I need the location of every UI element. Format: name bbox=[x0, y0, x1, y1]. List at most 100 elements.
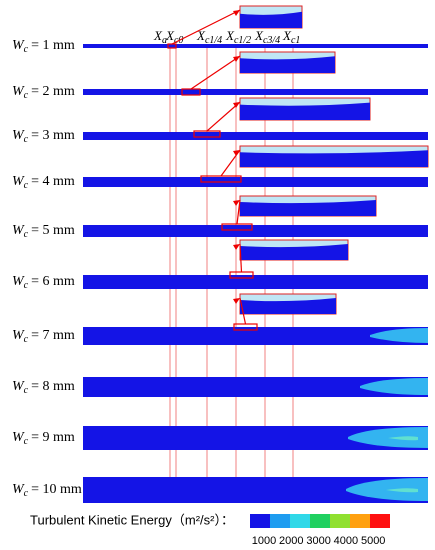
legend-tick: 1000 bbox=[252, 535, 276, 547]
symbol: W bbox=[12, 84, 25, 99]
zoom-arrow bbox=[190, 55, 241, 90]
row-label: Wc = 2 mm bbox=[12, 84, 75, 101]
symbol-sub: c bbox=[24, 436, 29, 447]
turbulence-core bbox=[386, 488, 418, 493]
row-value: = 4 mm bbox=[31, 174, 75, 189]
inset-flow bbox=[240, 150, 428, 167]
zoom-arrow bbox=[236, 199, 241, 225]
row-label: Wc = 3 mm bbox=[12, 128, 75, 145]
symbol-sub: c bbox=[24, 334, 29, 345]
channel-strip bbox=[83, 132, 428, 140]
inset-flow bbox=[240, 244, 348, 260]
legend-swatch bbox=[330, 514, 350, 528]
symbol: W bbox=[12, 379, 25, 394]
position-main: X bbox=[254, 28, 264, 43]
inset-flow bbox=[240, 11, 302, 28]
zoom-arrow bbox=[239, 243, 243, 273]
legend-tick: 5000 bbox=[361, 535, 385, 547]
position-label: Xc1/4 bbox=[196, 28, 222, 46]
symbol: W bbox=[12, 274, 25, 289]
channel-strip bbox=[83, 377, 428, 397]
arrow-head bbox=[233, 56, 240, 62]
row-value: = 10 mm bbox=[31, 482, 82, 497]
legend-swatch bbox=[350, 514, 370, 528]
row-value: = 7 mm bbox=[31, 328, 75, 343]
inset-flow bbox=[240, 298, 336, 314]
turbulence-region bbox=[370, 328, 428, 343]
legend-tick: 2000 bbox=[279, 535, 303, 547]
legend-swatch bbox=[290, 514, 310, 528]
legend-swatch bbox=[250, 514, 270, 528]
position-label: Xc1/2 bbox=[225, 28, 251, 46]
channel-strip bbox=[83, 177, 428, 187]
row-label: Wc = 1 mm bbox=[12, 38, 75, 55]
position-main: X bbox=[225, 28, 235, 43]
row-label: Wc = 9 mm bbox=[12, 430, 75, 447]
arrow-head bbox=[233, 102, 240, 108]
position-main: X bbox=[282, 28, 292, 43]
position-main: X bbox=[165, 28, 175, 43]
legend-swatch bbox=[370, 514, 390, 528]
legend-tick: 3000 bbox=[306, 535, 330, 547]
row-label: Wc = 8 mm bbox=[12, 379, 75, 396]
channel-strip bbox=[83, 89, 428, 95]
position-sub: a bbox=[162, 35, 167, 46]
legend-swatch bbox=[310, 514, 330, 528]
symbol: W bbox=[12, 430, 25, 445]
symbol: W bbox=[12, 328, 25, 343]
channel-strip bbox=[83, 44, 428, 48]
symbol: W bbox=[12, 38, 25, 53]
row-value: = 9 mm bbox=[31, 430, 75, 445]
zoom-arrow bbox=[171, 9, 241, 45]
channel-strip bbox=[83, 225, 428, 237]
row-label: Wc = 4 mm bbox=[12, 174, 75, 191]
row-label: Wc = 5 mm bbox=[12, 223, 75, 240]
channel-strip bbox=[83, 275, 428, 289]
symbol-sub: c bbox=[24, 90, 29, 101]
arrow-head bbox=[233, 244, 240, 250]
position-label: Xc3/4 bbox=[254, 28, 280, 46]
symbol-sub: c bbox=[24, 385, 29, 396]
channel-strip bbox=[83, 327, 428, 345]
position-main: X bbox=[153, 28, 163, 43]
turbulence-core bbox=[388, 436, 418, 441]
row-label: Wc = 7 mm bbox=[12, 328, 75, 345]
position-sub: c3/4 bbox=[263, 35, 280, 46]
symbol-sub: c bbox=[24, 134, 29, 145]
arrow-head bbox=[233, 200, 240, 206]
legend-swatch bbox=[270, 514, 290, 528]
turbulence-region bbox=[348, 427, 428, 448]
symbol-sub: c bbox=[24, 488, 29, 499]
position-label: Xc1 bbox=[282, 28, 300, 46]
row-value: = 6 mm bbox=[31, 274, 75, 289]
symbol: W bbox=[12, 174, 25, 189]
symbol-sub: c bbox=[24, 180, 29, 191]
position-main: X bbox=[196, 28, 206, 43]
turbulence-region bbox=[360, 378, 428, 395]
row-value: = 3 mm bbox=[31, 128, 75, 143]
position-sub: c1 bbox=[291, 35, 300, 46]
symbol: W bbox=[12, 482, 25, 497]
symbol: W bbox=[12, 128, 25, 143]
zoom-arrow bbox=[239, 297, 247, 325]
row-label: Wc = 6 mm bbox=[12, 274, 75, 291]
inset-flow bbox=[240, 200, 376, 216]
legend-title: Turbulent Kinetic Energy（m²/s²）： bbox=[30, 512, 234, 527]
row-value: = 8 mm bbox=[31, 379, 75, 394]
symbol: W bbox=[12, 223, 25, 238]
inset-flow bbox=[240, 56, 335, 73]
symbol-sub: c bbox=[24, 229, 29, 240]
turbulence-region bbox=[346, 478, 428, 501]
row-label: Wc = 10 mm bbox=[12, 482, 82, 499]
zoom-arrow bbox=[206, 101, 241, 132]
position-sub: c1/4 bbox=[205, 35, 222, 46]
symbol-sub: c bbox=[24, 280, 29, 291]
row-value: = 1 mm bbox=[31, 38, 75, 53]
symbol-sub: c bbox=[24, 44, 29, 55]
arrow-head bbox=[233, 298, 240, 304]
arrow-head bbox=[233, 10, 240, 16]
inset-flow bbox=[240, 102, 370, 120]
row-value: = 5 mm bbox=[31, 223, 75, 238]
position-sub: c1/2 bbox=[234, 35, 251, 46]
